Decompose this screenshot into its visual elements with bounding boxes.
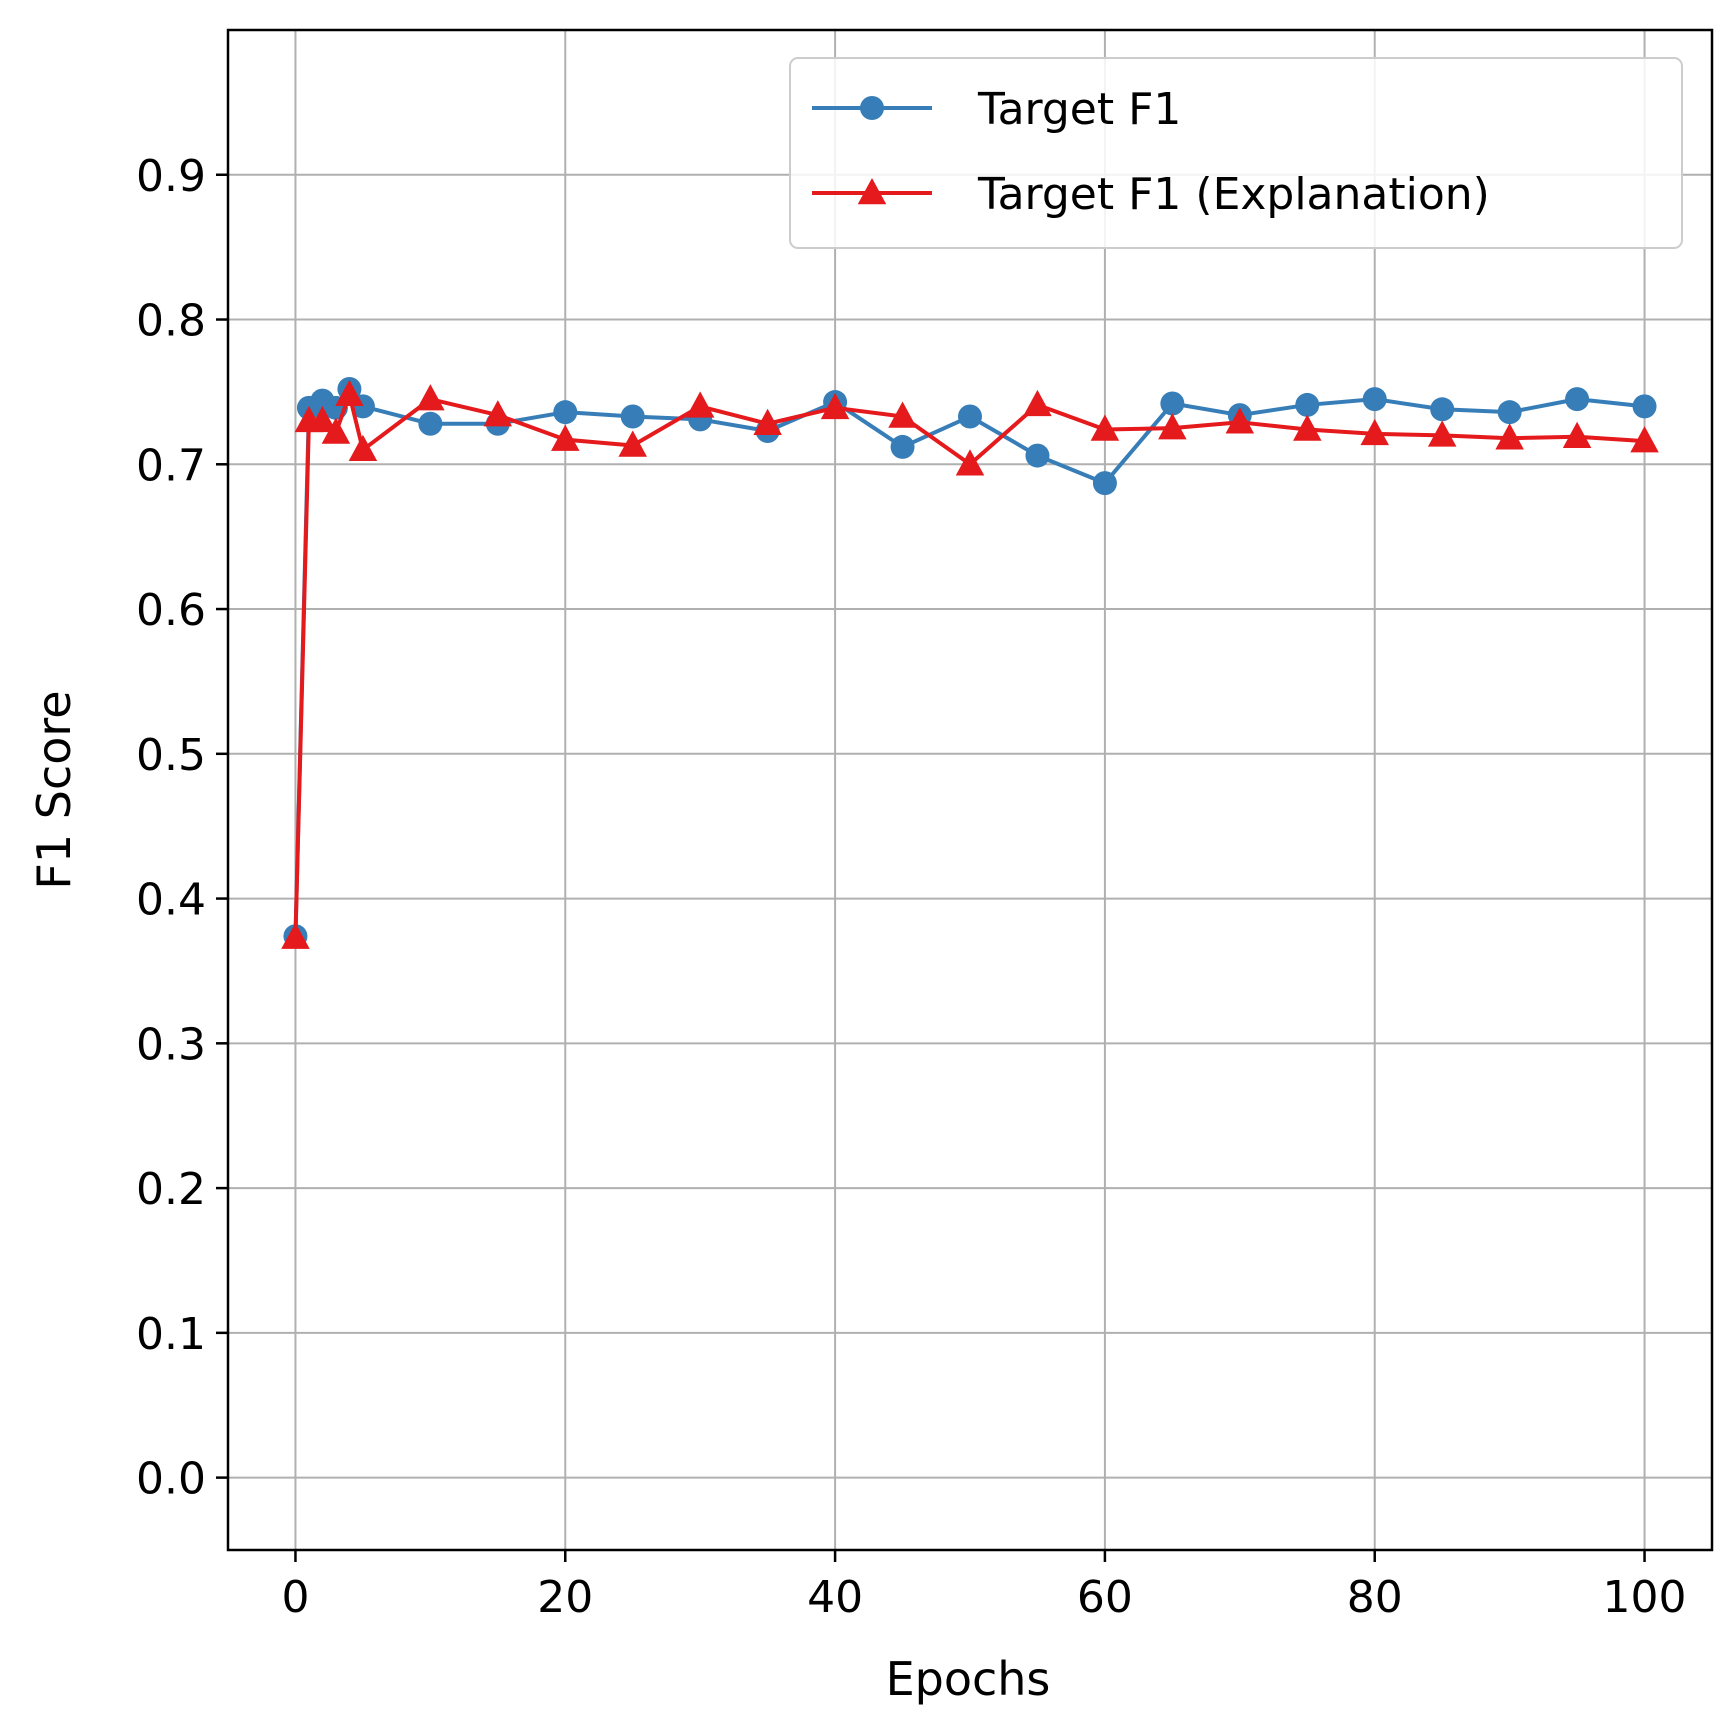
data-point (1295, 392, 1320, 417)
data-point (685, 391, 715, 418)
data-point (1225, 407, 1255, 434)
series-target-f1-explanation (281, 379, 1659, 949)
legend-frame (789, 57, 1683, 249)
data-point (1362, 387, 1387, 412)
data-point (1360, 418, 1389, 446)
series-layer (281, 377, 1659, 949)
y-tick-label: 0.3 (136, 1019, 206, 1070)
data-point (618, 430, 647, 457)
data-point (753, 408, 782, 436)
data-point (551, 424, 580, 451)
ticks: 0 20 40 60 80 100 0.0 0.1 0.2 0.3 0.4 0.5 0.6 0.7 0.8 0… (136, 151, 1687, 1623)
data-point (335, 379, 364, 407)
data-point (1025, 443, 1050, 468)
data-point (308, 405, 337, 433)
legend-marker (857, 178, 887, 205)
y-tick-label: 0.7 (136, 440, 206, 491)
legend-entry: Target F1 (812, 84, 1181, 135)
legend-label: Target F1 (Explanation) (977, 169, 1490, 220)
y-tick-label: 0.5 (136, 730, 206, 781)
y-tick-label: 0.8 (136, 296, 206, 347)
y-tick-label: 0.4 (136, 875, 206, 926)
data-point (1090, 414, 1120, 441)
data-point (1630, 426, 1659, 453)
x-tick-label: 100 (1603, 1572, 1687, 1623)
grid (228, 30, 1712, 1550)
data-point (483, 400, 513, 427)
data-point (958, 404, 982, 429)
data-point (1092, 471, 1117, 496)
data-point (888, 401, 917, 428)
legend-label: Target F1 (977, 84, 1181, 135)
x-tick-label: 40 (807, 1572, 863, 1623)
data-point (1023, 389, 1052, 417)
data-point (348, 434, 378, 462)
y-tick-label: 0.1 (136, 1309, 206, 1360)
data-point (1158, 413, 1187, 440)
x-tick-label: 0 (281, 1572, 309, 1623)
x-axis-title: Epochs (886, 1652, 1051, 1706)
series-line (293, 392, 1645, 938)
data-point (1293, 414, 1322, 441)
data-point (890, 434, 915, 459)
data-point (1495, 423, 1524, 450)
data-point (1160, 391, 1185, 416)
data-point (1632, 394, 1657, 419)
data-point (1562, 421, 1592, 449)
data-point (620, 404, 645, 429)
data-point (1430, 397, 1455, 422)
y-axis-title: F1 Score (27, 690, 81, 889)
legend-marker (860, 96, 884, 120)
y-tick-label: 0.9 (136, 151, 206, 202)
plot-frame (226, 28, 1714, 1552)
x-tick-label: 60 (1077, 1572, 1133, 1623)
data-point (1497, 400, 1522, 425)
data-point (955, 449, 985, 476)
data-point (416, 384, 445, 411)
y-tick-label: 0.2 (136, 1164, 206, 1215)
legend: Target F1 Target F1 (Explanation) (789, 57, 1683, 249)
data-point (321, 417, 351, 444)
data-point (553, 400, 578, 425)
data-point (1427, 420, 1457, 447)
x-tick-label: 20 (537, 1572, 593, 1623)
data-point (820, 392, 850, 420)
legend-entry: Target F1 (Explanation) (812, 169, 1490, 220)
y-tick-label: 0.6 (136, 585, 206, 636)
data-point (281, 922, 310, 949)
data-point (1565, 387, 1590, 412)
y-tick-label: 0.0 (136, 1454, 206, 1505)
x-tick-label: 80 (1347, 1572, 1403, 1623)
data-point (418, 411, 443, 436)
